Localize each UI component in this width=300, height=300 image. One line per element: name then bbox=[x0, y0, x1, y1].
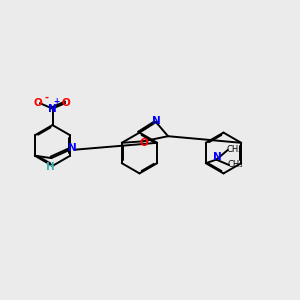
Text: N: N bbox=[48, 103, 57, 114]
Text: N: N bbox=[213, 152, 221, 162]
Text: O: O bbox=[140, 137, 148, 148]
Text: CH₃: CH₃ bbox=[228, 160, 243, 169]
Text: +: + bbox=[54, 98, 60, 106]
Text: -: - bbox=[44, 93, 49, 103]
Text: N: N bbox=[68, 143, 77, 153]
Text: H: H bbox=[46, 161, 55, 172]
Text: O: O bbox=[62, 98, 71, 108]
Text: CH₃: CH₃ bbox=[226, 145, 242, 154]
Text: N: N bbox=[152, 116, 160, 126]
Text: O: O bbox=[34, 98, 43, 108]
